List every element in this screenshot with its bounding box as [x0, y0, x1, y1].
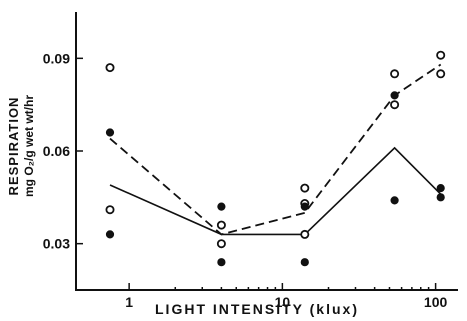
- point-series-0-7: [390, 69, 400, 79]
- x-tick-label-1: 10: [275, 294, 291, 310]
- data-points: [105, 50, 446, 267]
- y-tick-label-2: 0.09: [43, 50, 70, 66]
- x-tick-label-0: 1: [125, 294, 133, 310]
- point-series-1-6: [390, 91, 399, 100]
- point-series-1-8: [436, 184, 445, 193]
- series-lines: [109, 63, 442, 236]
- point-series-0-0: [105, 63, 115, 73]
- y-axis-label: RESPIRATION: [6, 97, 21, 196]
- point-series-1-9: [436, 193, 445, 202]
- point-series-0-4: [300, 183, 310, 193]
- y-tick-label-1: 0.06: [43, 143, 70, 159]
- point-series-1-5: [300, 258, 309, 267]
- point-series-1-3: [217, 258, 226, 267]
- axis-lines: [75, 12, 458, 291]
- series-line-0: [109, 63, 442, 236]
- point-series-0-8: [390, 100, 400, 110]
- point-series-0-6: [300, 229, 310, 239]
- axes: [75, 12, 458, 291]
- point-series-1-4: [300, 202, 309, 211]
- point-series-0-10: [436, 69, 446, 79]
- x-tick-label-2: 100: [424, 294, 448, 310]
- x-axis-label: LIGHT INTENSITY (klux): [155, 301, 359, 317]
- point-series-1-1: [105, 230, 115, 239]
- y-axis-unit-label: mg O₂/g wet wt/hr: [22, 95, 36, 197]
- x-ticks: 1 10 100: [125, 283, 448, 310]
- point-series-1-0: [105, 128, 115, 137]
- point-series-1-2: [217, 202, 226, 211]
- point-series-0-9: [436, 50, 446, 60]
- point-series-0-1: [105, 205, 115, 215]
- point-series-0-3: [216, 239, 226, 249]
- point-series-0-2: [216, 220, 226, 230]
- y-tick-label-0: 0.03: [43, 236, 70, 252]
- y-ticks: 0.03 0.06 0.09: [43, 50, 83, 252]
- series-line-1: [109, 146, 442, 236]
- point-series-1-7: [390, 196, 399, 205]
